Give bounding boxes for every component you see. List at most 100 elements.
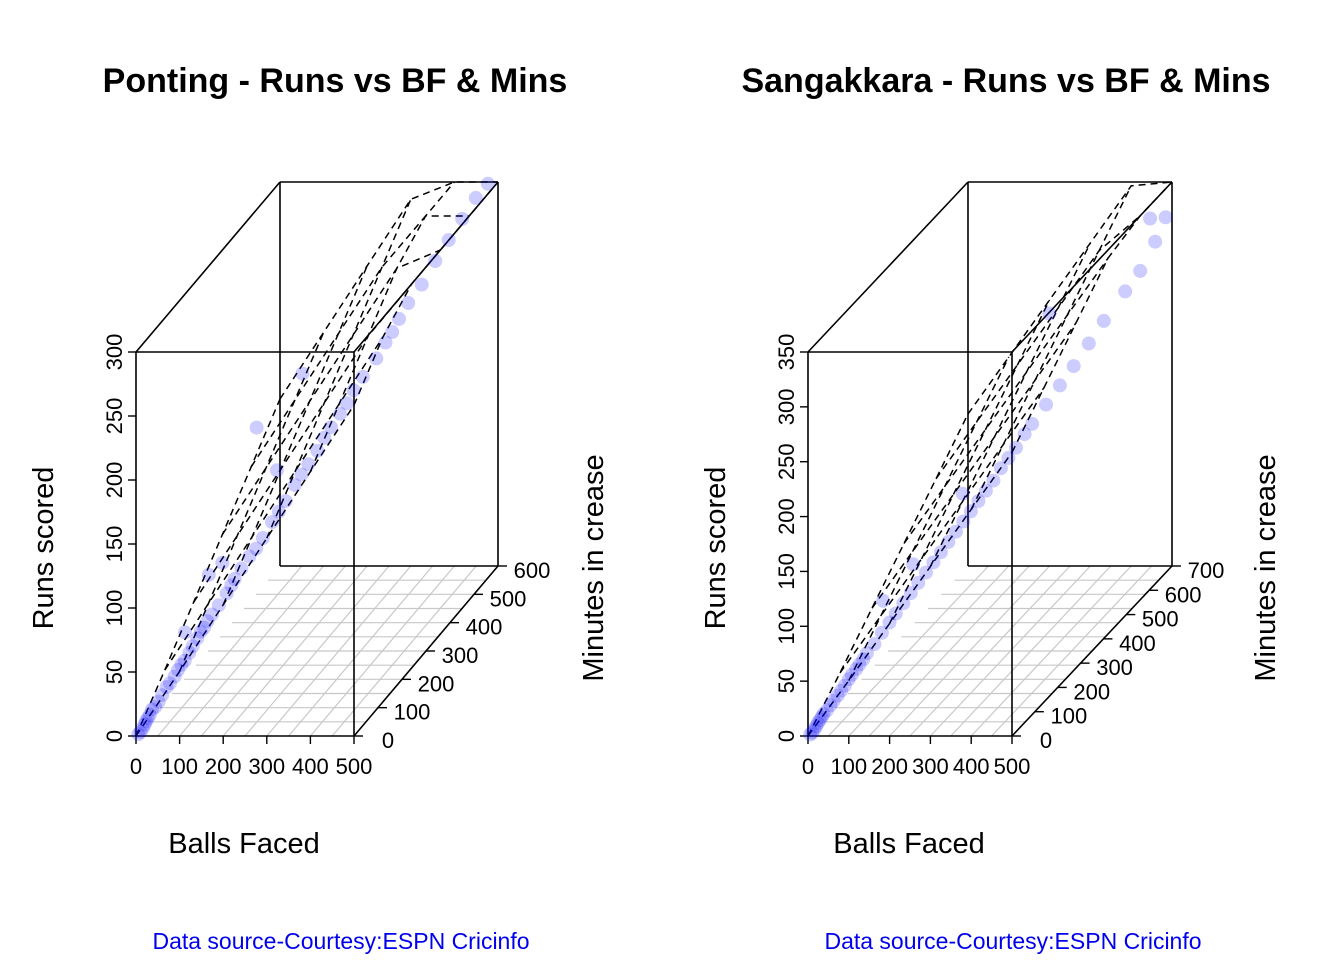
data-point — [182, 645, 197, 660]
z-tick-label: 50 — [102, 660, 127, 684]
data-source-caption: Data source-Courtesy:ESPN Cricinfo — [152, 928, 529, 954]
data-point — [193, 624, 208, 639]
x-tick-label: 300 — [912, 754, 949, 779]
data-point — [834, 683, 849, 698]
data-point — [339, 396, 354, 411]
regression-plane-line — [221, 249, 441, 535]
data-point — [888, 606, 903, 621]
data-point — [295, 366, 310, 381]
data-point — [896, 596, 911, 611]
regression-plane-line — [839, 387, 1045, 674]
data-point — [819, 703, 834, 718]
data-point — [809, 719, 824, 734]
data-point — [1096, 313, 1111, 328]
data-point — [378, 335, 393, 350]
x-tick-label: 500 — [994, 754, 1031, 779]
data-point — [151, 694, 166, 709]
regression-plane-line — [266, 199, 412, 539]
y-tick-label: 600 — [1165, 582, 1202, 607]
data-point — [219, 586, 234, 601]
data-point — [986, 473, 1001, 488]
data-point — [874, 625, 889, 640]
y-tick-label: 200 — [418, 671, 455, 696]
x-tick-label: 300 — [248, 754, 285, 779]
z-tick-label: 50 — [774, 669, 799, 693]
data-point — [918, 565, 933, 580]
data-point — [1001, 450, 1016, 465]
data-point — [1143, 211, 1158, 226]
z-axis-title: Runs scored — [700, 467, 732, 630]
x-tick-label: 200 — [871, 754, 908, 779]
z-tick-label: 0 — [774, 730, 799, 742]
z-tick-label: 300 — [774, 388, 799, 425]
data-point — [1052, 378, 1067, 393]
regression-plane-line — [807, 413, 969, 737]
data-point — [814, 710, 829, 725]
data-point — [200, 614, 215, 629]
x-tick-label: 0 — [130, 754, 142, 779]
data-point — [369, 351, 384, 366]
y-tick-label: 100 — [1050, 704, 1087, 729]
data-point — [852, 657, 867, 672]
y-tick-label: 400 — [466, 615, 503, 640]
regression-plane-line — [1011, 181, 1173, 453]
z-tick-label: 150 — [102, 526, 127, 563]
data-point — [1042, 306, 1057, 321]
chart-title: Ponting - Runs vs BF & Mins — [103, 62, 568, 100]
data-point — [926, 555, 941, 570]
x-axis-title: Balls Faced — [168, 828, 320, 860]
box-edge — [807, 181, 969, 353]
data-point — [167, 669, 182, 684]
data-point — [830, 688, 845, 703]
y-axis-title: Minutes in crease — [578, 454, 610, 681]
data-point — [903, 586, 918, 601]
regression-plane-line — [178, 332, 325, 672]
z-tick-label: 250 — [102, 398, 127, 435]
data-point — [144, 702, 159, 717]
data-point — [441, 233, 456, 247]
z-tick-label: 250 — [774, 443, 799, 480]
y-tick-label: 100 — [394, 700, 431, 725]
data-point — [197, 620, 211, 635]
z-axis-title: Runs scored — [28, 467, 60, 630]
data-point — [242, 549, 257, 564]
data-point — [956, 514, 971, 529]
data-point — [1066, 359, 1081, 374]
data-point — [278, 494, 293, 509]
z-tick-label: 0 — [102, 730, 127, 742]
data-point — [428, 254, 443, 268]
y-tick-label: 0 — [382, 728, 394, 753]
data-point — [1158, 210, 1173, 225]
data-point — [1017, 427, 1032, 442]
x-axis-title: Balls Faced — [833, 828, 985, 860]
data-point — [933, 545, 948, 560]
data-point — [287, 478, 302, 493]
data-point — [211, 598, 226, 613]
data-point — [271, 504, 286, 519]
data-point — [171, 663, 185, 677]
z-tick-label: 200 — [774, 498, 799, 535]
regression-plane-line — [222, 265, 368, 606]
data-point — [803, 727, 818, 742]
data-point — [480, 176, 495, 191]
data-point — [971, 494, 986, 508]
box-edge — [1011, 565, 1173, 737]
data-point — [1025, 416, 1040, 431]
data-point — [294, 467, 309, 482]
data-point — [310, 443, 325, 458]
data-point — [355, 369, 370, 384]
z-tick-label: 350 — [774, 334, 799, 371]
regression-plane-line — [929, 242, 1092, 567]
regression-plane-line — [353, 181, 499, 406]
data-point — [906, 557, 921, 572]
z-tick-label: 100 — [102, 590, 127, 627]
y-tick-label: 200 — [1073, 679, 1110, 704]
data-point — [255, 531, 270, 545]
data-point — [301, 457, 316, 472]
data-point — [185, 639, 200, 654]
x-tick-label: 0 — [802, 754, 814, 779]
regression-plane-line — [279, 181, 498, 400]
